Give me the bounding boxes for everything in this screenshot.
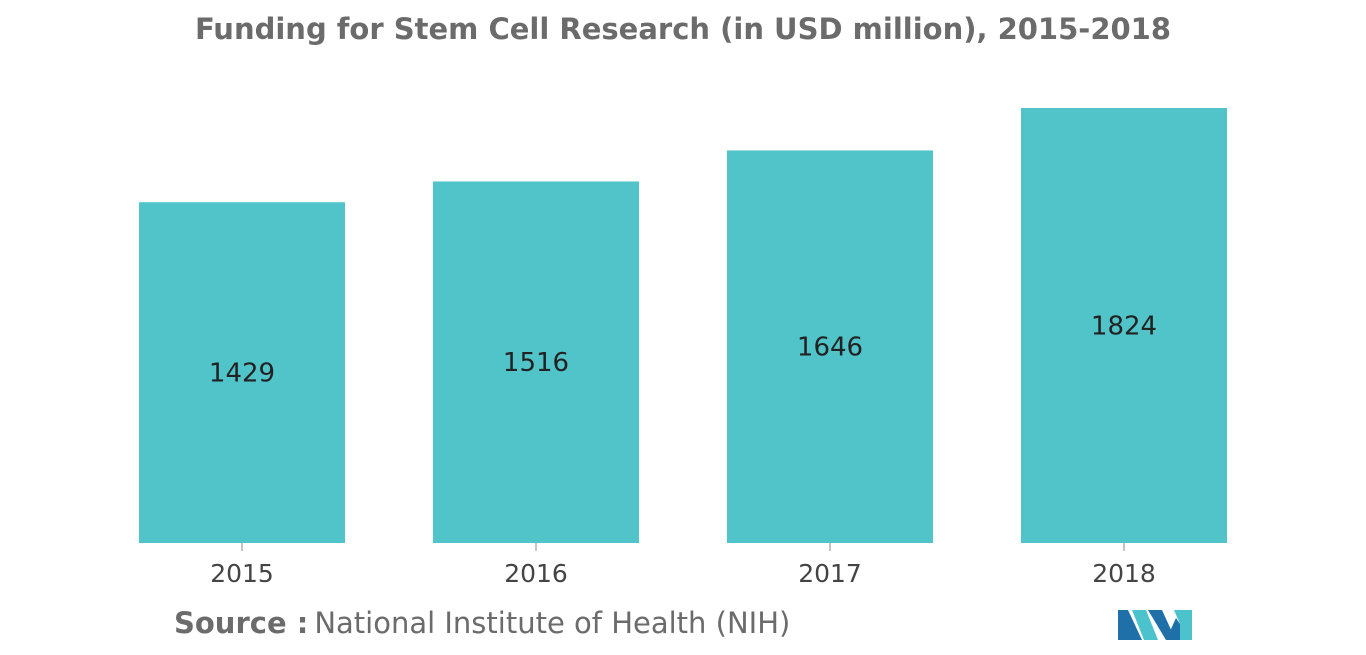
- x-tick-label-2018: 2018: [1092, 559, 1156, 588]
- mordor-intelligence-logo-icon: [1118, 610, 1192, 640]
- bar-chart: 1429 1516 1646 1824 2015 2016 2017 2018: [139, 108, 1227, 588]
- value-labels-layer: 1429 1516 1646 1824: [209, 312, 1157, 389]
- source-line: Source : National Institute of Health (NI…: [174, 606, 790, 640]
- bar-2017: [727, 150, 933, 543]
- value-label-2015: 1429: [209, 359, 275, 389]
- bar-2015: [139, 202, 345, 543]
- x-ticks-layer: [241, 543, 1125, 551]
- value-label-2017: 1646: [797, 333, 863, 363]
- bar-2018: [1021, 108, 1227, 543]
- x-tick-label-2016: 2016: [504, 559, 568, 588]
- x-tick-labels-layer: 2015 2016 2017 2018: [210, 559, 1156, 588]
- value-label-2016: 1516: [503, 348, 569, 378]
- bars-layer: [139, 108, 1227, 543]
- source-label: Source :: [174, 606, 309, 640]
- chart-title: Funding for Stem Cell Research (in USD m…: [194, 12, 1172, 46]
- bar-2016: [433, 181, 639, 543]
- x-tick-label-2017: 2017: [798, 559, 862, 588]
- x-tick-label-2015: 2015: [210, 559, 274, 588]
- source-text: National Institute of Health (NIH): [314, 606, 791, 640]
- value-label-2018: 1824: [1091, 312, 1157, 342]
